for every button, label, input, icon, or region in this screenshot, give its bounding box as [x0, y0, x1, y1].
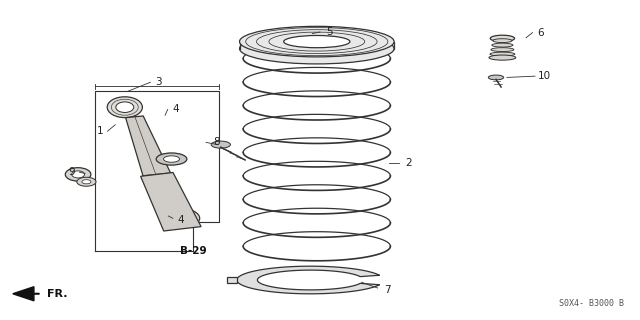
Text: 2: 2: [405, 157, 412, 168]
Ellipse shape: [82, 180, 91, 184]
Ellipse shape: [489, 55, 516, 60]
Text: FR.: FR.: [47, 289, 67, 299]
Polygon shape: [237, 266, 380, 294]
Ellipse shape: [488, 75, 504, 80]
Text: 5: 5: [326, 27, 333, 37]
Text: 4: 4: [177, 215, 184, 225]
Ellipse shape: [65, 168, 91, 181]
Ellipse shape: [493, 39, 512, 43]
Ellipse shape: [116, 102, 134, 113]
Text: 6: 6: [538, 28, 544, 38]
Ellipse shape: [72, 171, 84, 178]
Ellipse shape: [163, 209, 200, 228]
Polygon shape: [13, 287, 34, 301]
Ellipse shape: [156, 153, 187, 165]
Text: 9: 9: [68, 167, 75, 177]
Polygon shape: [141, 172, 201, 231]
Text: B-29: B-29: [180, 246, 207, 256]
Ellipse shape: [211, 141, 230, 148]
Ellipse shape: [491, 48, 514, 52]
Polygon shape: [125, 116, 171, 176]
Ellipse shape: [164, 156, 179, 162]
Ellipse shape: [490, 35, 515, 42]
Ellipse shape: [284, 36, 350, 48]
Text: 8: 8: [213, 137, 220, 147]
Text: 4: 4: [173, 104, 179, 115]
Ellipse shape: [108, 97, 143, 118]
Ellipse shape: [492, 43, 513, 47]
Text: 1: 1: [97, 126, 103, 136]
Ellipse shape: [239, 33, 394, 64]
Text: 10: 10: [538, 71, 550, 81]
Polygon shape: [227, 277, 237, 283]
Ellipse shape: [172, 213, 191, 223]
Text: 3: 3: [156, 77, 162, 87]
Ellipse shape: [77, 177, 96, 186]
Text: S0X4- B3000 B: S0X4- B3000 B: [559, 299, 624, 308]
Text: 7: 7: [384, 284, 390, 295]
Ellipse shape: [239, 26, 394, 57]
Ellipse shape: [490, 52, 515, 56]
